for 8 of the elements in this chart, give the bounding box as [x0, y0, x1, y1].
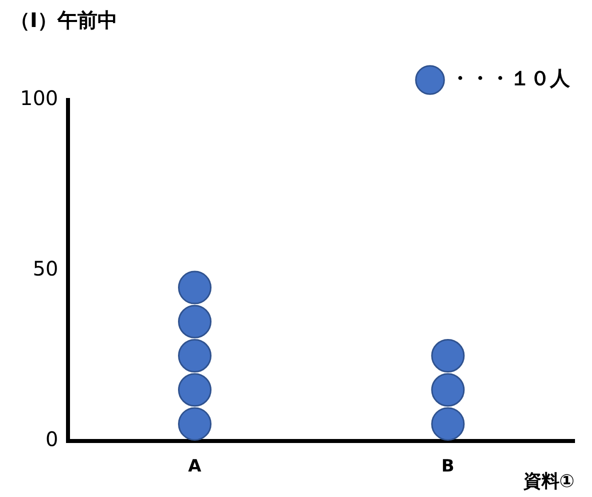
y-tick-label: 0	[45, 427, 58, 452]
chart-title: （Ⅰ）午前中	[10, 8, 118, 32]
legend-label: ・・・１０人	[450, 66, 571, 90]
x-tick-label: B	[441, 456, 454, 477]
x-tick-label: A	[188, 456, 202, 477]
y-tick-label: 100	[20, 86, 58, 110]
x-axis-title: 資料①	[522, 470, 574, 492]
y-tick-label: 50	[32, 256, 58, 281]
